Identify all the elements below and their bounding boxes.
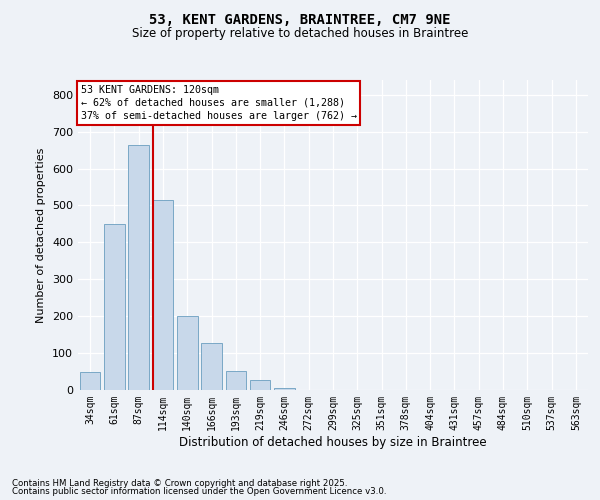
Text: 53, KENT GARDENS, BRAINTREE, CM7 9NE: 53, KENT GARDENS, BRAINTREE, CM7 9NE: [149, 12, 451, 26]
Bar: [152, 200, 173, 390]
Bar: [201, 343, 222, 390]
Bar: [177, 316, 197, 390]
Bar: [226, 371, 246, 390]
Bar: [80, 372, 100, 390]
Bar: [250, 380, 271, 390]
Text: Contains public sector information licensed under the Open Government Licence v3: Contains public sector information licen…: [12, 487, 386, 496]
Y-axis label: Number of detached properties: Number of detached properties: [37, 148, 46, 322]
Text: Size of property relative to detached houses in Braintree: Size of property relative to detached ho…: [132, 28, 468, 40]
Bar: [128, 144, 149, 390]
Text: Contains HM Land Registry data © Crown copyright and database right 2025.: Contains HM Land Registry data © Crown c…: [12, 478, 347, 488]
Text: 53 KENT GARDENS: 120sqm
← 62% of detached houses are smaller (1,288)
37% of semi: 53 KENT GARDENS: 120sqm ← 62% of detache…: [80, 84, 356, 121]
Bar: [274, 388, 295, 390]
Bar: [104, 224, 125, 390]
X-axis label: Distribution of detached houses by size in Braintree: Distribution of detached houses by size …: [179, 436, 487, 448]
